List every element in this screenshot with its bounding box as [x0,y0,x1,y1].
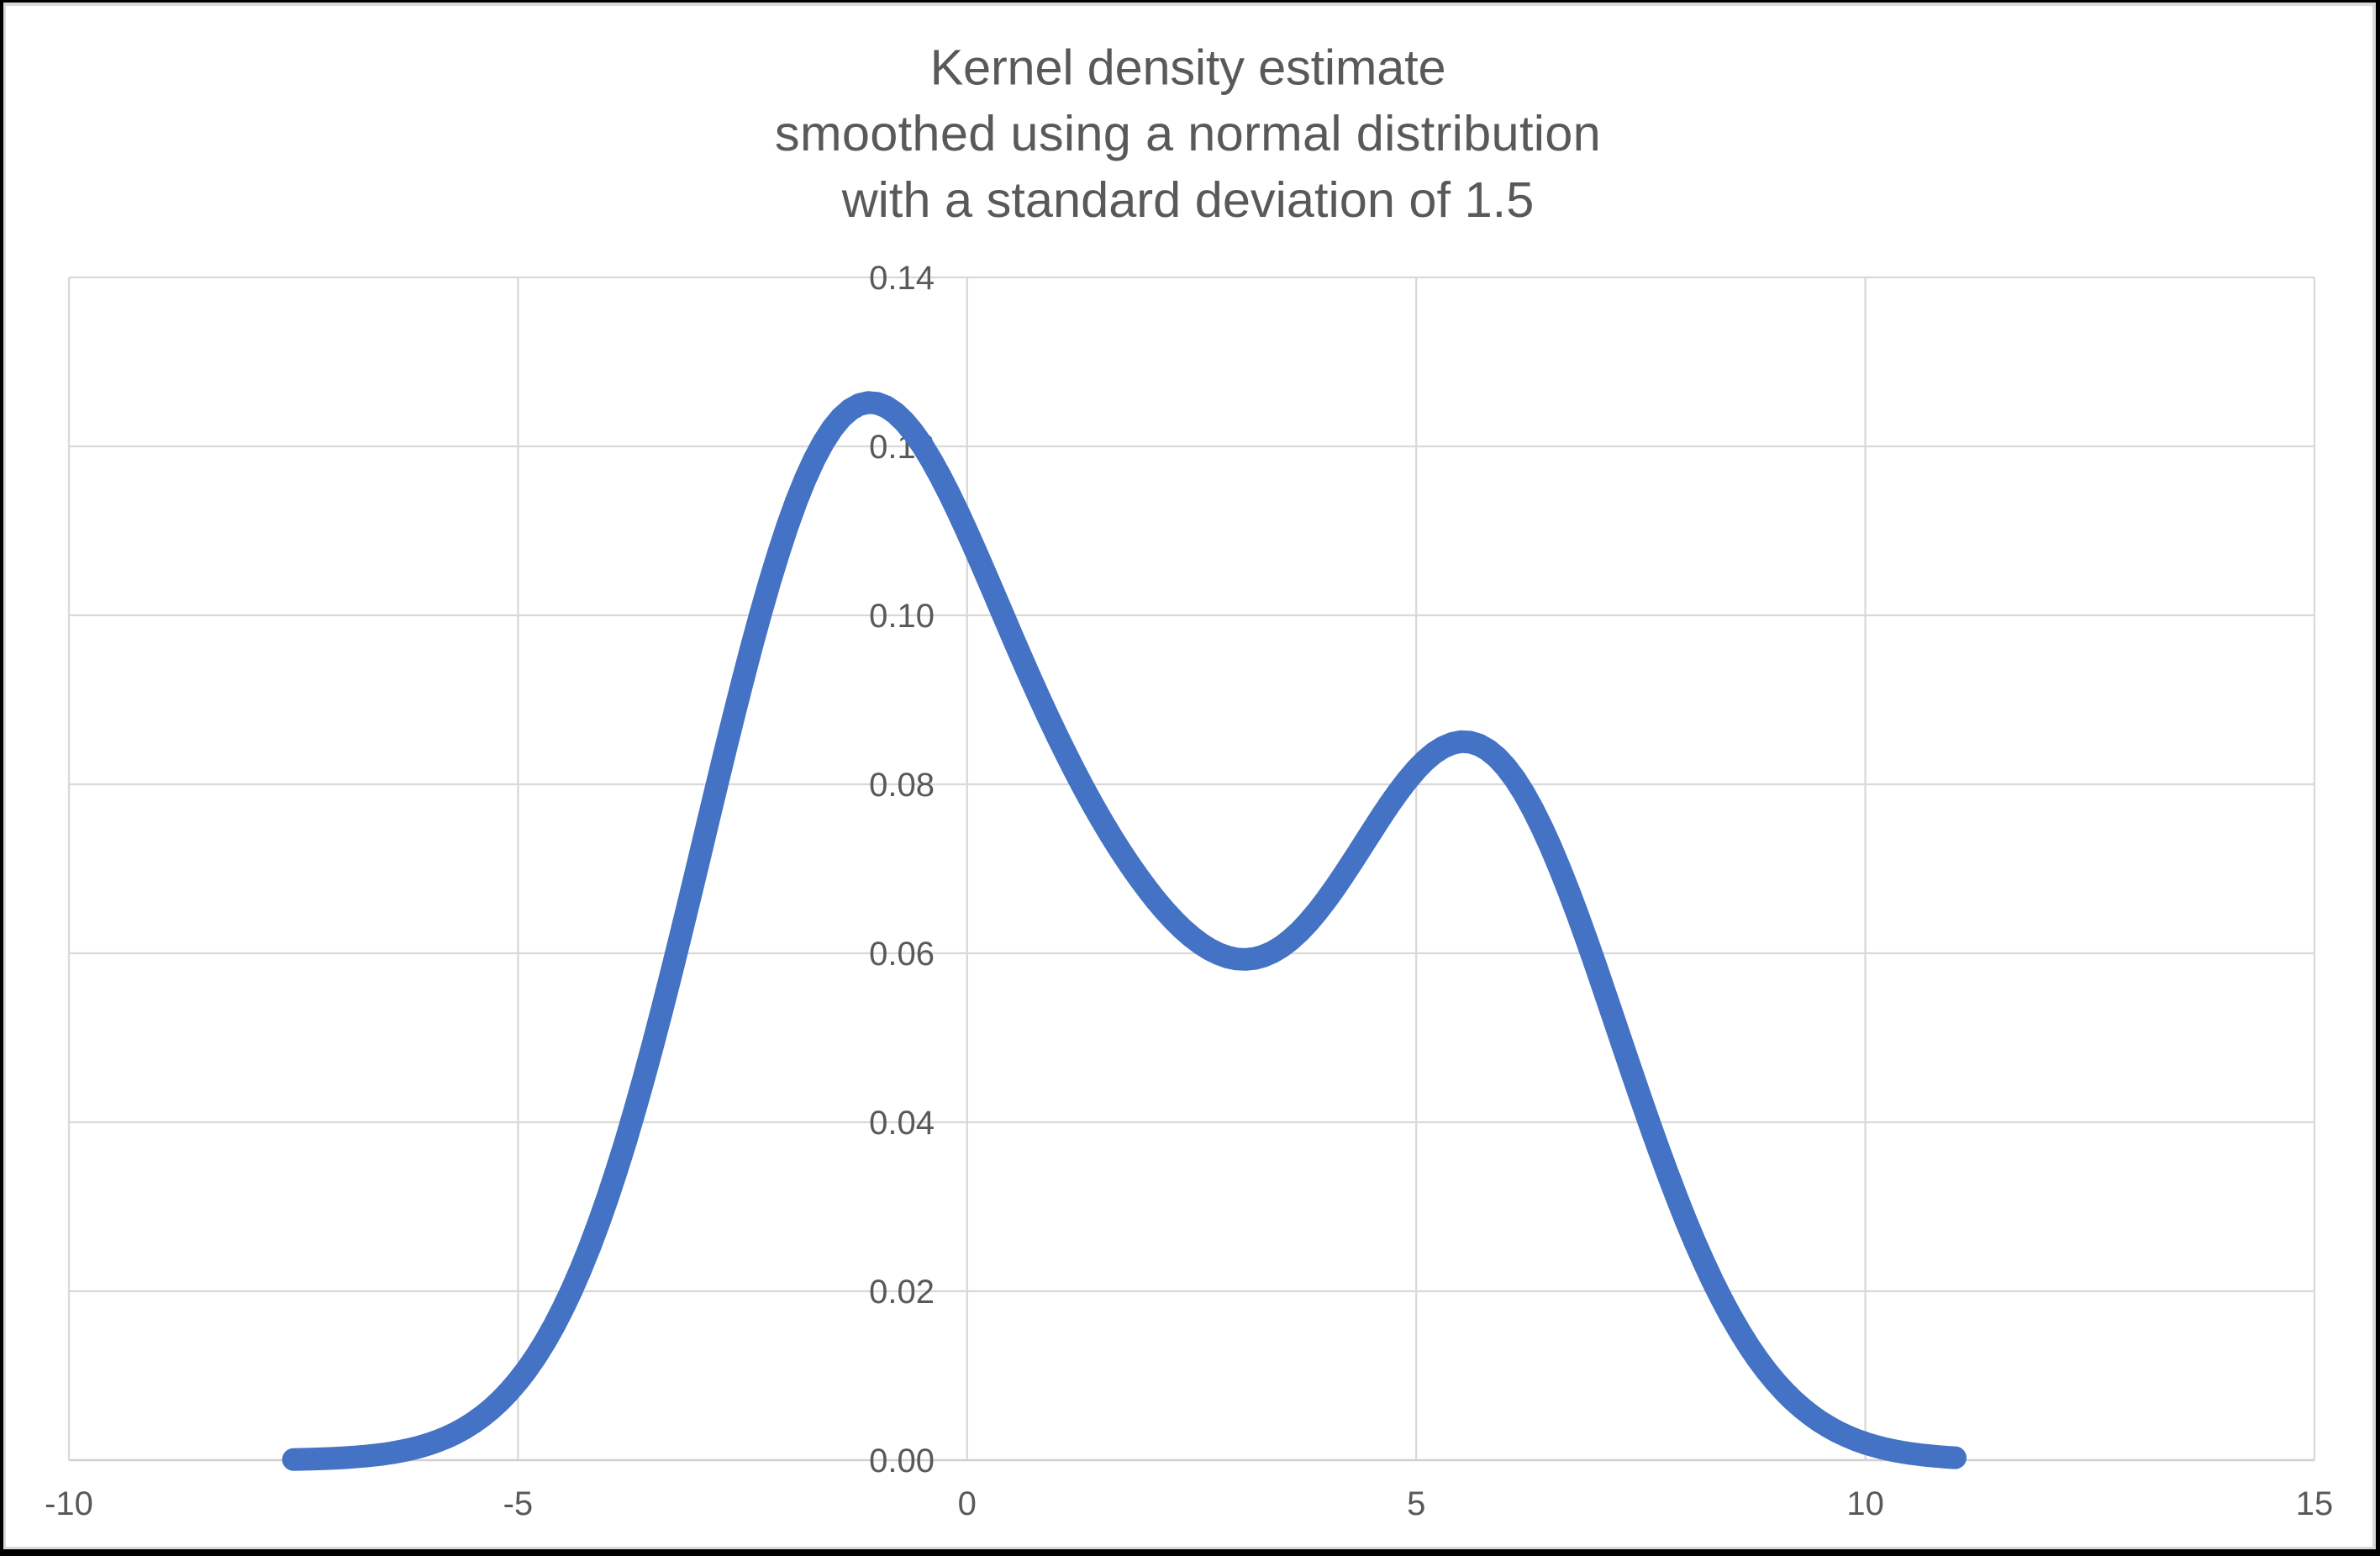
svg-text:Kernel density estimate: Kernel density estimate [930,40,1446,96]
svg-text:0.00: 0.00 [869,1443,935,1480]
svg-text:-5: -5 [503,1485,534,1522]
svg-text:with a standard deviation of 1: with a standard deviation of 1.5 [841,171,1535,228]
svg-text:0.06: 0.06 [869,936,935,973]
svg-text:-10: -10 [45,1485,93,1522]
svg-text:5: 5 [1407,1485,1425,1522]
svg-text:0.08: 0.08 [869,767,935,804]
svg-text:0.04: 0.04 [869,1105,935,1142]
svg-text:0.10: 0.10 [869,598,935,635]
svg-text:0.02: 0.02 [869,1274,935,1311]
svg-text:0: 0 [958,1485,977,1522]
svg-text:15: 15 [2296,1485,2334,1522]
svg-text:0.14: 0.14 [869,260,935,297]
svg-text:smoothed using a normal distri: smoothed using a normal distribution [775,105,1601,161]
svg-text:10: 10 [1846,1485,1884,1522]
